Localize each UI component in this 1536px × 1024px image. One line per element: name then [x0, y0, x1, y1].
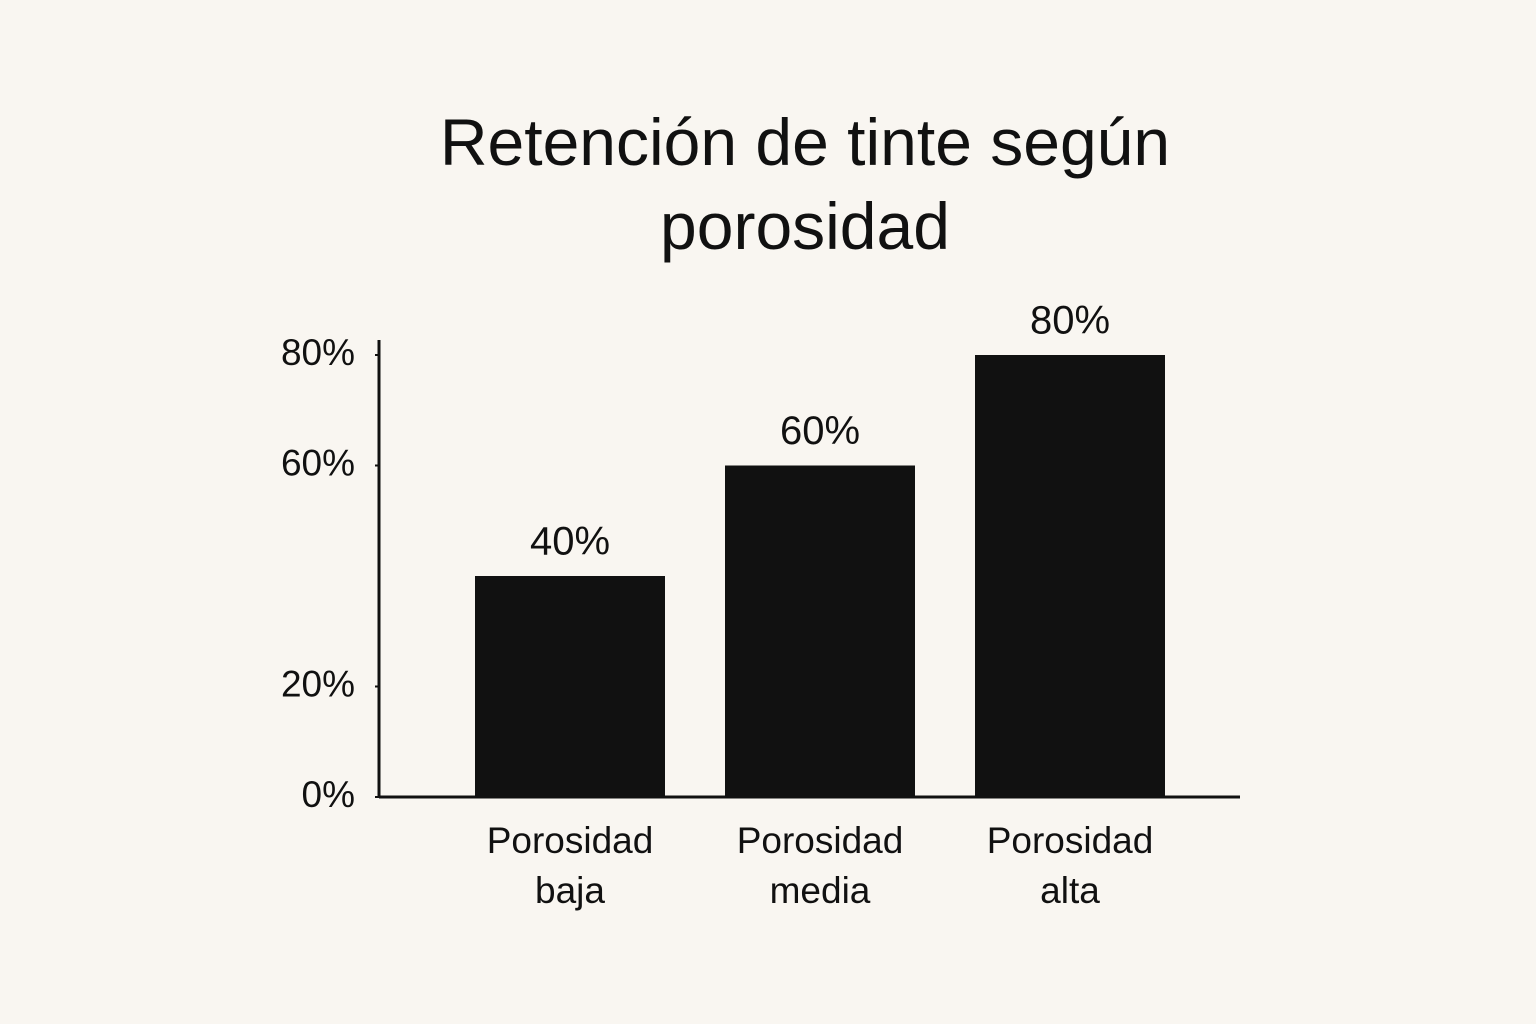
x-tick-label: Porosidad media: [736, 820, 904, 911]
bar: [725, 465, 915, 797]
y-tick-label: 0%: [302, 774, 355, 815]
y-tick-label: 80%: [281, 332, 355, 373]
y-tick-label: 60%: [281, 442, 355, 483]
x-tick-label: Porosidad baja: [486, 820, 654, 911]
value-label: 80%: [1030, 299, 1110, 343]
bar: [975, 355, 1165, 797]
x-tick-label: Porosidad alta: [986, 820, 1154, 911]
chart-title: Retención de tinte según porosidad: [439, 105, 1171, 263]
value-label: 40%: [530, 520, 610, 564]
bar: [475, 576, 665, 797]
value-label: 60%: [780, 409, 860, 453]
y-tick-label: 20%: [281, 663, 355, 704]
